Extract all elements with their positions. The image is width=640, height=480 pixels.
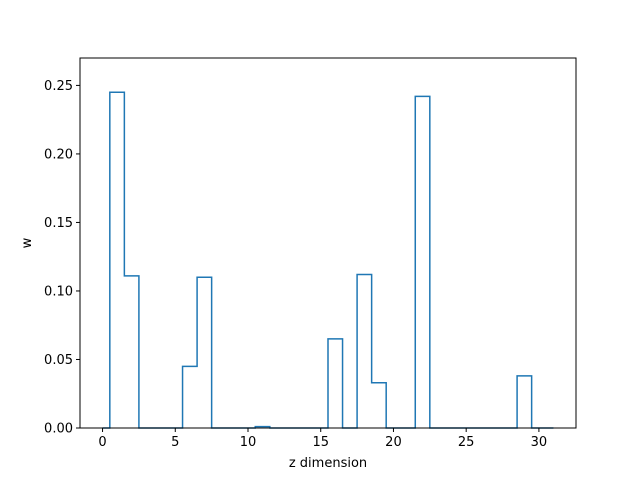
axes-frame: [79, 57, 577, 429]
y-tick-label: 0.05: [44, 353, 73, 368]
y-tick-label: 0.20: [44, 147, 73, 162]
x-tick-label: 20: [385, 435, 402, 450]
x-tick-label: 25: [458, 435, 475, 450]
y-tick-label: 0.25: [44, 79, 73, 94]
x-tick-label: 0: [98, 435, 106, 450]
x-axis-label: z dimension: [289, 456, 367, 471]
x-axis-ticks: 0 5 10 15 20 25 30: [98, 428, 547, 450]
x-tick-label: 30: [531, 435, 548, 450]
y-axis-ticks: 0.00 0.05 0.10 0.15 0.20 0.25: [44, 79, 80, 437]
y-tick-label: 0.10: [44, 284, 73, 299]
y-tick-label: 0.00: [44, 422, 73, 437]
y-tick-label: 0.15: [44, 216, 73, 231]
x-tick-label: 5: [171, 435, 179, 450]
x-tick-label: 10: [240, 435, 257, 450]
x-tick-label: 15: [312, 435, 329, 450]
y-axis-label: w: [20, 237, 35, 248]
